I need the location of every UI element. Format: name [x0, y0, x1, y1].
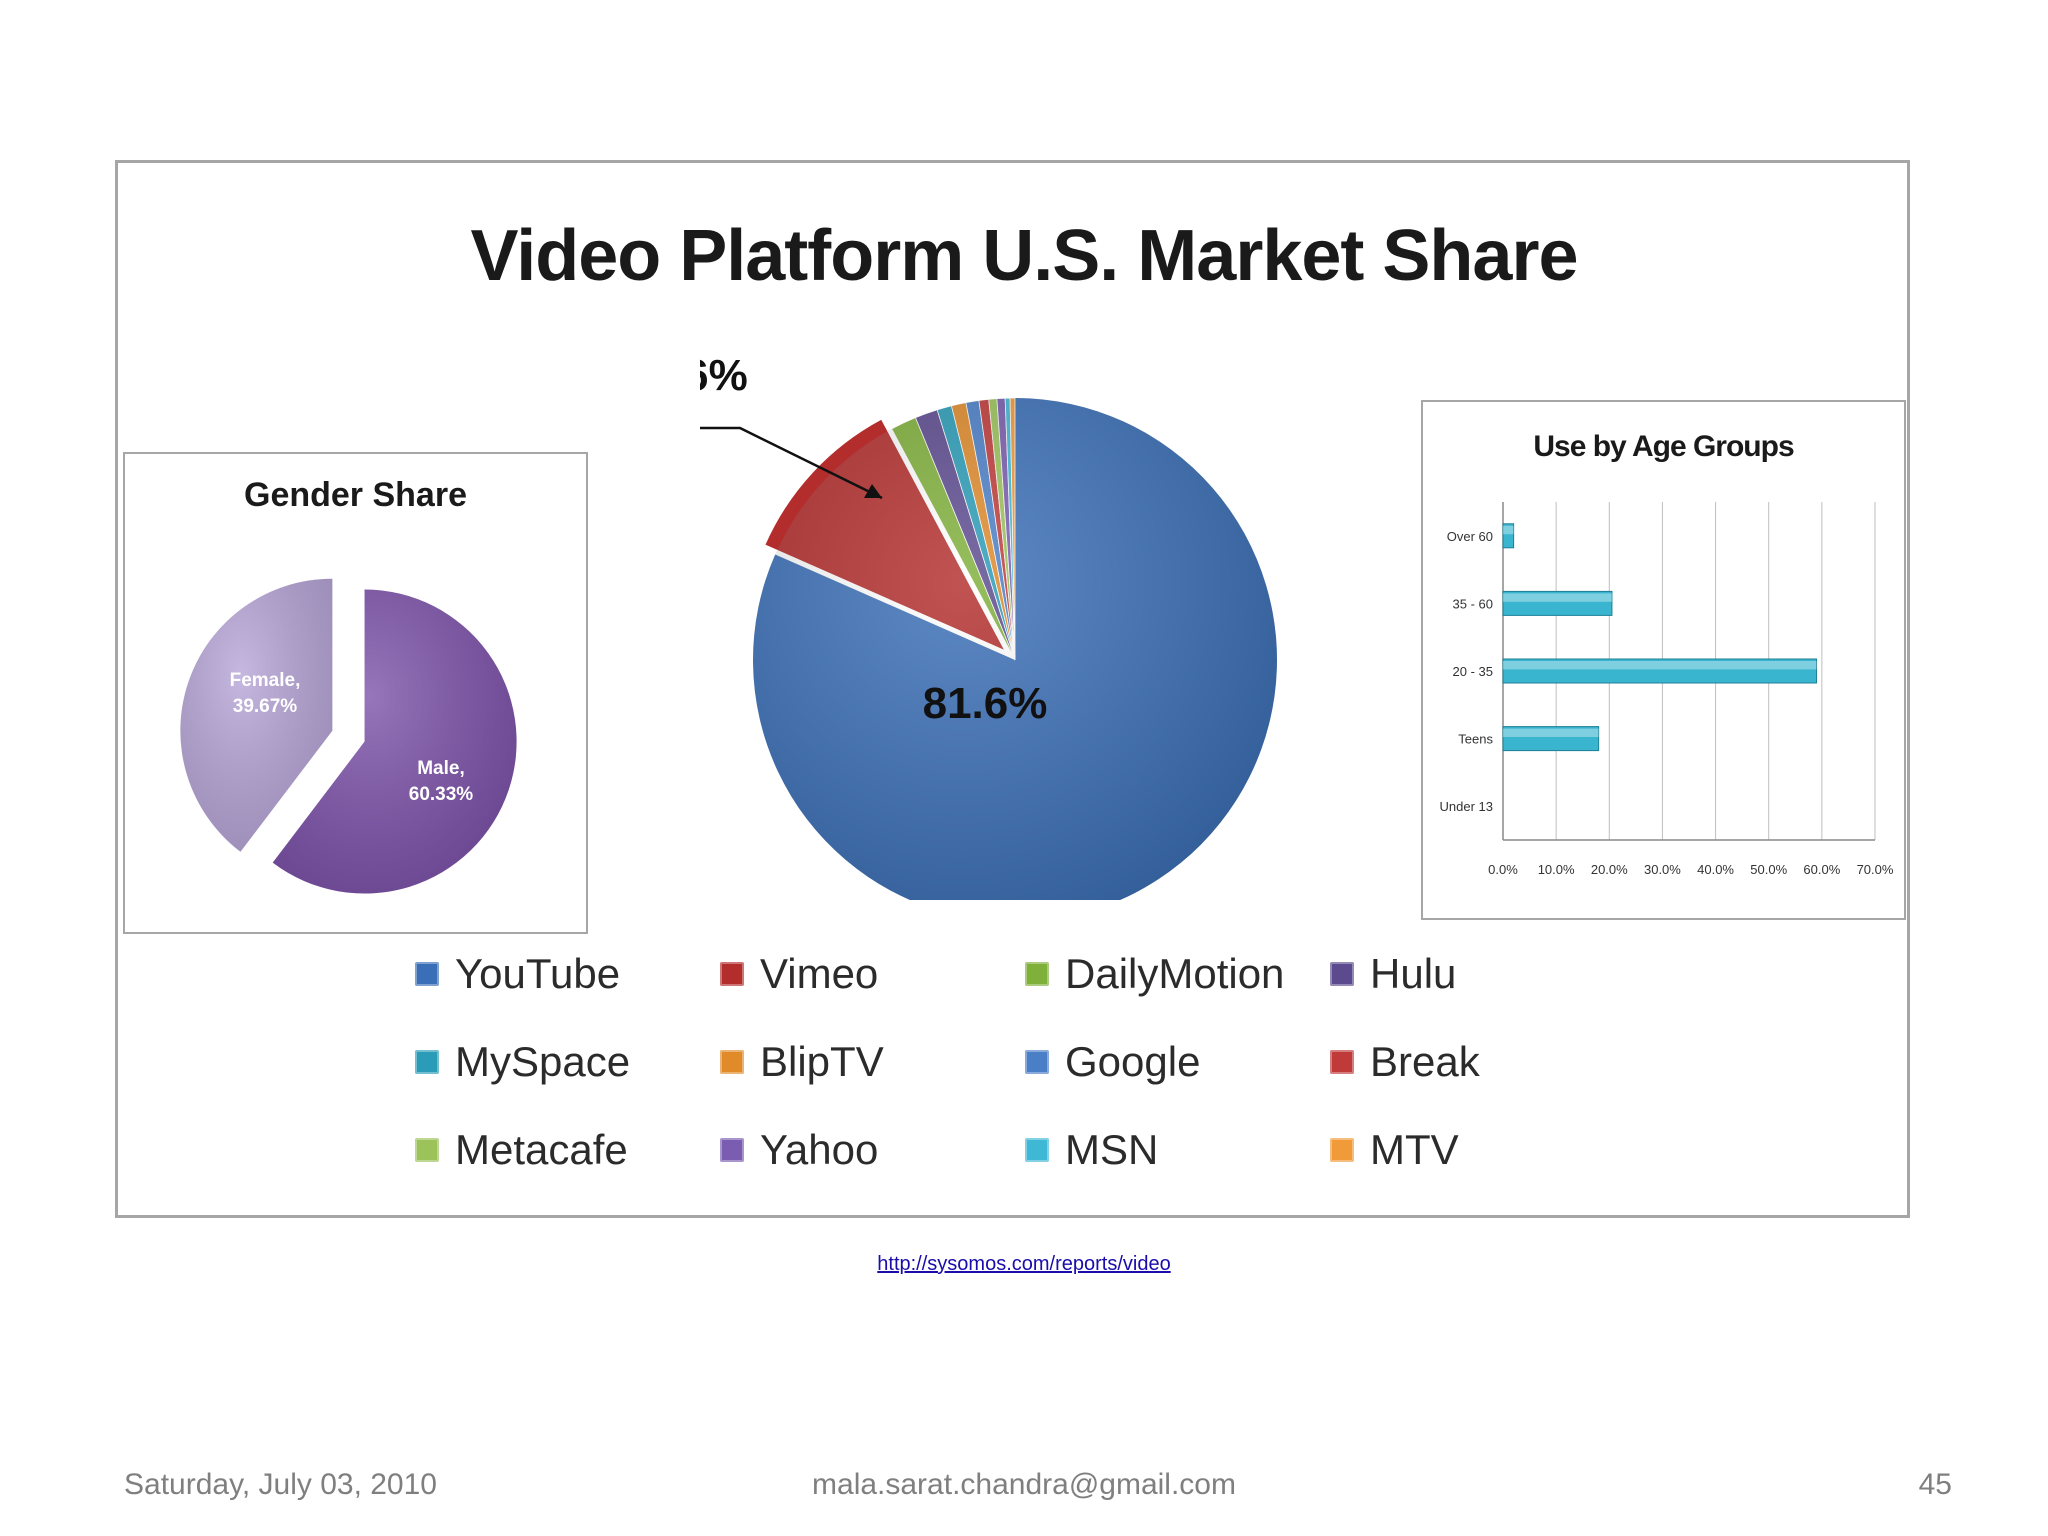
legend-label: MSN — [1065, 1126, 1159, 1173]
legend-label: MySpace — [455, 1038, 631, 1085]
age-x-tick-label: 10.0% — [1538, 862, 1575, 877]
source-link[interactable]: http://sysomos.com/reports/video — [877, 1253, 1171, 1275]
age-x-tick-label: 30.0% — [1644, 862, 1681, 877]
legend-label: BlipTV — [760, 1038, 884, 1085]
legend-label: DailyMotion — [1065, 950, 1285, 997]
legend-item-hulu: Hulu — [1330, 950, 1456, 998]
legend-swatch — [1025, 962, 1049, 986]
age-y-tick-label: Under 13 — [1440, 799, 1493, 814]
youtube-data-label: 81.6% — [923, 679, 1048, 728]
age-x-tick-label: 20.0% — [1591, 862, 1628, 877]
legend-swatch — [1330, 962, 1354, 986]
footer-email: mala.sarat.chandra@gmail.com — [812, 1468, 1236, 1501]
legend-item-mtv: MTV — [1330, 1126, 1459, 1174]
age-x-tick-label: 40.0% — [1697, 862, 1734, 877]
age-x-tick-label: 50.0% — [1750, 862, 1787, 877]
legend-swatch — [720, 1050, 744, 1074]
legend-item-myspace: MySpace — [415, 1038, 630, 1086]
market-share-pie-chart: 81.6% 10.6% — [700, 351, 1277, 900]
vimeo-data-label: 10.6% — [700, 351, 748, 400]
age-bar-over-60 — [1502, 523, 1515, 549]
age-bar-20-35 — [1502, 658, 1818, 684]
legend-swatch — [720, 1138, 744, 1162]
legend-swatch — [1330, 1138, 1354, 1162]
legend-item-google: Google — [1025, 1038, 1200, 1086]
male-data-label-line2: 60.33% — [409, 784, 474, 805]
legend-item-youtube: YouTube — [415, 950, 620, 998]
gender-share-title: Gender Share — [244, 476, 467, 514]
legend-swatch — [1025, 1050, 1049, 1074]
age-bar-teens — [1502, 726, 1600, 752]
vimeo-label-leader-line — [700, 426, 883, 500]
legend-swatch — [1330, 1050, 1354, 1074]
legend-swatch — [720, 962, 744, 986]
legend-label: Break — [1370, 1038, 1480, 1085]
age-groups-inset: Use by Age Groups Over 60 35 - 60 20 - 35 T… — [1421, 400, 1906, 920]
legend-item-yahoo: Yahoo — [720, 1126, 878, 1174]
legend-label: Yahoo — [760, 1126, 879, 1173]
legend-item-vimeo: Vimeo — [720, 950, 878, 998]
legend-label: MTV — [1370, 1126, 1459, 1173]
male-data-label-line1: Male, — [417, 758, 465, 779]
legend-label: Google — [1065, 1038, 1201, 1085]
age-groups-bar-chart: Over 60 35 - 60 20 - 35 Teens Under 13 0.0% 1… — [1440, 502, 1894, 877]
age-x-tick-label: 70.0% — [1857, 862, 1894, 877]
gender-share-inset: Gender Share Female, 39.67% Male, 60.33% — [123, 452, 588, 934]
page-number: 45 — [1918, 1468, 1952, 1501]
market-share-legend: YouTube Vimeo DailyMotion Hulu MySpace BlipTV… — [415, 950, 1615, 1210]
legend-item-msn: MSN — [1025, 1126, 1158, 1174]
footer-date: Saturday, July 03, 2010 — [124, 1468, 437, 1501]
legend-item-metacafe: Metacafe — [415, 1126, 628, 1174]
female-data-label-line1: Female, — [230, 670, 301, 691]
legend-swatch — [415, 962, 439, 986]
legend-item-break: Break — [1330, 1038, 1480, 1086]
legend-label: YouTube — [455, 950, 621, 997]
age-bar-35-60 — [1502, 590, 1613, 616]
age-x-tick-label: 0.0% — [1488, 862, 1518, 877]
vimeo-label-arrowhead — [864, 484, 882, 498]
legend-swatch — [1025, 1138, 1049, 1162]
legend-label: Hulu — [1370, 950, 1457, 997]
legend-swatch — [415, 1050, 439, 1074]
age-y-tick-label: Teens — [1458, 732, 1493, 747]
age-y-tick-label: 35 - 60 — [1453, 596, 1493, 611]
age-bar-highlight — [1503, 728, 1599, 737]
legend-label: Metacafe — [455, 1126, 628, 1173]
legend-swatch — [415, 1138, 439, 1162]
legend-label: Vimeo — [760, 950, 879, 997]
female-data-label-line2: 39.67% — [233, 696, 298, 717]
gender-pie-chart: Female, 39.67% Male, 60.33% — [180, 578, 517, 894]
age-x-tick-label: 60.0% — [1803, 862, 1840, 877]
legend-item-bliptv: BlipTV — [720, 1038, 884, 1086]
age-y-tick-label: Over 60 — [1447, 529, 1493, 544]
age-bar-highlight — [1503, 593, 1612, 602]
legend-item-dailymotion: DailyMotion — [1025, 950, 1284, 998]
age-groups-title: Use by Age Groups — [1533, 430, 1794, 463]
main-chart-title: Video Platform U.S. Market Share — [470, 216, 1578, 296]
age-y-tick-label: 20 - 35 — [1453, 664, 1493, 679]
age-bar-highlight — [1503, 661, 1817, 670]
age-bar-highlight — [1503, 525, 1514, 535]
